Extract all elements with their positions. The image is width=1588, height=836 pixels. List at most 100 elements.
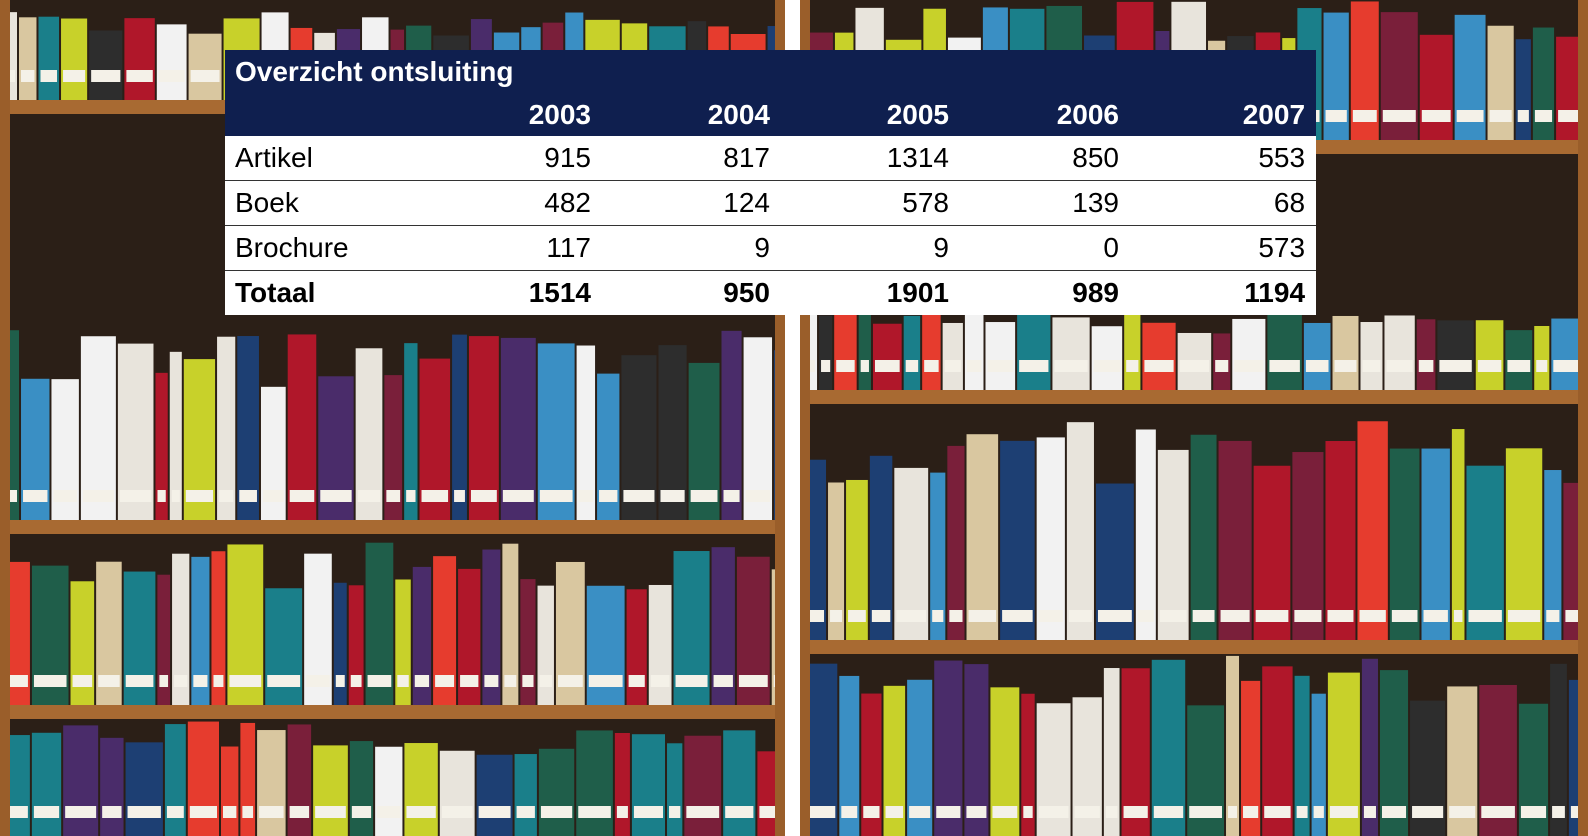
book-label [415, 675, 429, 687]
book-label [1039, 806, 1069, 818]
book-label [1138, 610, 1154, 622]
book-label [7, 806, 28, 818]
book-spine [1417, 319, 1436, 390]
book-spine [873, 324, 902, 390]
book-spine [1136, 429, 1156, 640]
book-label [159, 675, 168, 687]
book-label [807, 806, 835, 818]
book-label [368, 675, 392, 687]
book-label [686, 806, 719, 818]
book-label [471, 490, 497, 502]
book-spine [165, 724, 186, 836]
book-spine [1267, 314, 1302, 390]
book-label [352, 806, 371, 818]
book-label [239, 490, 257, 502]
book-spine [257, 730, 286, 836]
book-label [7, 675, 28, 687]
book-label [422, 490, 449, 502]
book-label [159, 70, 185, 82]
book-spine [313, 745, 348, 836]
book-label [714, 675, 733, 687]
book-spine [100, 738, 123, 836]
book-spine [1452, 429, 1465, 640]
book-label [1335, 360, 1357, 372]
cell-value: 950 [602, 271, 781, 316]
book-label [1264, 806, 1290, 818]
book-spine [240, 723, 255, 836]
shelf-side [0, 0, 10, 836]
book-label [517, 806, 535, 818]
cell-value: 0 [960, 226, 1130, 271]
cell-value: 117 [415, 226, 602, 271]
shelf-board [0, 705, 785, 719]
book-label [406, 806, 435, 818]
book-label [223, 806, 236, 818]
year-header: 2007 [1130, 94, 1316, 136]
book-spine [1037, 437, 1065, 640]
book-label [599, 490, 617, 502]
book-label [1126, 360, 1138, 372]
cell-value: 915 [415, 136, 602, 181]
book-spine [89, 30, 122, 100]
cell-value: 68 [1130, 181, 1316, 226]
book-spine [1333, 316, 1359, 390]
book-label [821, 360, 830, 372]
book-spine [965, 313, 984, 390]
book-label [1098, 610, 1132, 622]
book-spine [632, 734, 665, 836]
book-spine [1357, 421, 1387, 640]
book-label [40, 70, 57, 82]
cell-value: 850 [960, 136, 1130, 181]
book-label [435, 675, 454, 687]
book-label [191, 70, 220, 82]
book-label [1457, 110, 1484, 122]
book-spine [124, 18, 154, 100]
book-label [739, 675, 768, 687]
book-label [924, 360, 938, 372]
book-spine [1533, 28, 1554, 140]
book-label [263, 490, 284, 502]
book-label [336, 675, 345, 687]
book-spine [627, 589, 647, 705]
book-spine [515, 754, 537, 836]
book-label [909, 806, 930, 818]
book-spine [19, 17, 36, 100]
book-spine [404, 743, 437, 836]
data-row: Totaal151495019019891194 [225, 271, 1316, 316]
book-spine [477, 755, 513, 836]
book-label [1330, 806, 1358, 818]
cell-value: 9 [781, 226, 960, 271]
book-label [967, 360, 982, 372]
book-label [229, 675, 261, 687]
cell-value: 1901 [781, 271, 960, 316]
book-label [290, 806, 310, 818]
book-label [1454, 610, 1463, 622]
cell-value: 553 [1130, 136, 1316, 181]
book-label [53, 490, 76, 502]
year-header: 2005 [781, 94, 960, 136]
book-label [242, 806, 253, 818]
book-label [1422, 110, 1451, 122]
book-label [120, 490, 152, 502]
book-spine [1420, 35, 1453, 140]
shelf-board [0, 520, 785, 534]
book-label [836, 360, 854, 372]
book-label [126, 70, 152, 82]
book-label [623, 490, 654, 502]
book-label [660, 490, 684, 502]
book-label [213, 675, 223, 687]
book-label [617, 806, 628, 818]
book-label [1386, 360, 1412, 372]
book-spine [63, 725, 98, 836]
book-label [541, 806, 572, 818]
book-label [949, 610, 962, 622]
book-label [886, 806, 904, 818]
book-spine [859, 310, 871, 390]
book-label [725, 806, 753, 818]
book-spine [1142, 323, 1175, 390]
cell-value: 1514 [415, 271, 602, 316]
book-label [484, 675, 498, 687]
book-spine [1092, 326, 1123, 390]
book-label [1106, 806, 1118, 818]
